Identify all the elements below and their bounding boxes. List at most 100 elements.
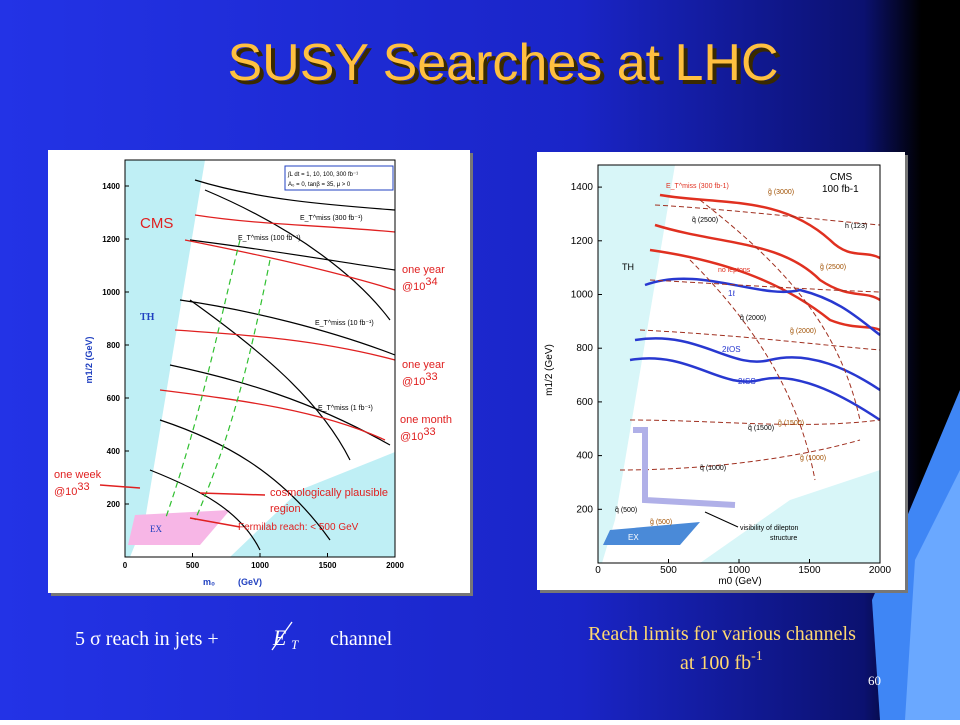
legend-box bbox=[284, 165, 394, 191]
title: SUSY Searches at LHC bbox=[227, 34, 778, 92]
ex-label: EX bbox=[150, 524, 162, 534]
cosmo-fill bbox=[700, 470, 880, 563]
gluino-labels: g̃ (3000) g̃ (2500) g̃ (2000) g̃ (1500) … bbox=[650, 189, 846, 526]
y-tick-label: 1000 bbox=[571, 290, 594, 301]
x-tick-label: 1000 bbox=[728, 565, 751, 576]
y-axis-label: m1/2 (GeV) bbox=[84, 336, 94, 383]
lumi-exp: 33 bbox=[77, 481, 89, 493]
cosmo-label: region bbox=[270, 503, 301, 515]
met-label: E_T^miss (300 fb-1) bbox=[666, 183, 729, 190]
title-shadow: SUSY Searches at LHC bbox=[231, 38, 782, 96]
cosmo-label: cosmologically plausible bbox=[270, 487, 388, 499]
lumi-text: @10 bbox=[402, 376, 425, 388]
squark-label: q̃ (2000) bbox=[740, 315, 766, 322]
x-tick-label: 500 bbox=[660, 565, 677, 576]
y-tick-label: 200 bbox=[576, 504, 593, 515]
dilepton-marker bbox=[633, 427, 736, 508]
y-tick-label: 800 bbox=[576, 343, 593, 354]
red-contours bbox=[649, 193, 881, 332]
left-plot: ∫L dt = 1, 10, 100, 300 fb⁻¹ A₀ = 0, tan… bbox=[48, 150, 473, 596]
gluino-label: g̃ (2500) bbox=[820, 264, 846, 271]
y-tick-label: 400 bbox=[107, 447, 121, 456]
page-number: 60 bbox=[868, 673, 881, 688]
x-axis-unit: (GeV) bbox=[238, 577, 262, 587]
cosmo-fill bbox=[230, 452, 395, 557]
lumi-exp: 34 bbox=[425, 276, 437, 288]
x-tick-label: 1000 bbox=[251, 561, 269, 570]
lumi-label: one year bbox=[402, 359, 445, 371]
gluino-label: g̃ (1500) bbox=[778, 420, 804, 427]
lumi-label: @1033 bbox=[402, 371, 438, 388]
met-label: E_T^miss (100 fb⁻¹) bbox=[238, 235, 301, 242]
squark-labels: q̃ (2500) q̃ (2000) q̃ (1500) q̃ (1000) … bbox=[615, 217, 774, 514]
caption-left: channel bbox=[330, 628, 393, 650]
plot-frame bbox=[48, 150, 470, 593]
two-os: 2ℓOS bbox=[722, 345, 741, 354]
lumi-label: @1033 bbox=[400, 426, 436, 443]
red-contours bbox=[159, 214, 396, 441]
squark-label: q̃ (2500) bbox=[692, 217, 718, 224]
x-tick-label: 1500 bbox=[798, 565, 821, 576]
y-tick-label: 800 bbox=[107, 341, 121, 350]
cms-label: CMS bbox=[140, 215, 173, 232]
met-label: E_T^miss (10 fb⁻¹) bbox=[315, 320, 374, 327]
ex-region bbox=[128, 510, 230, 545]
lumi-text: @10 bbox=[400, 431, 423, 443]
x-tick-label: 500 bbox=[186, 561, 200, 570]
caption-left: 5 σ reach in jets + bbox=[75, 628, 219, 650]
cms-label: CMS bbox=[830, 172, 853, 183]
ex-label: EX bbox=[628, 533, 639, 542]
ex-region bbox=[603, 522, 700, 545]
right-plot: CMS 100 fb-1 TH EX E_T^miss (300 fb-1) n… bbox=[537, 152, 908, 593]
squark-label: q̃ (500) bbox=[615, 507, 638, 514]
y-tick-label: 200 bbox=[107, 500, 121, 509]
gluino-label: g̃ (2000) bbox=[790, 328, 816, 335]
met-slash bbox=[271, 621, 293, 651]
x-tick-label: 0 bbox=[595, 565, 601, 576]
caption-met-sub: T bbox=[291, 637, 299, 652]
lumi-exp: 33 bbox=[425, 371, 437, 383]
lumi-label: @1033 bbox=[54, 481, 90, 498]
y-tick-label: 1000 bbox=[102, 288, 120, 297]
th-label: TH bbox=[140, 312, 155, 323]
legend-text: ∫L dt = 1, 10, 100, 300 fb⁻¹ bbox=[287, 171, 358, 178]
lumi-label: 100 fb-1 bbox=[822, 184, 859, 195]
dashed-contours bbox=[619, 199, 881, 481]
legend-text: A₀ = 0, tanβ = 35, μ > 0 bbox=[288, 182, 351, 188]
dilepton-label: structure bbox=[770, 535, 797, 542]
x-tick-label: 0 bbox=[123, 561, 128, 570]
deco-shape bbox=[905, 470, 960, 720]
y-tick-label: 400 bbox=[576, 451, 593, 462]
lumi-labels: one year @1034 one year @1033 one month … bbox=[54, 264, 452, 533]
arrow bbox=[99, 484, 266, 528]
caption-right: Reach limits for various channels bbox=[588, 623, 856, 645]
lumi-label: one month bbox=[400, 414, 452, 426]
one-lepton: 1ℓ bbox=[728, 289, 735, 298]
met-label: E_T^miss (300 fb⁻¹) bbox=[300, 215, 363, 222]
th-region bbox=[125, 160, 205, 557]
y-tick-label: 1400 bbox=[102, 182, 120, 191]
met-label: E_T^miss (1 fb⁻¹) bbox=[318, 405, 373, 412]
squark-label: q̃ (1500) bbox=[748, 425, 774, 432]
gluino-label: g̃ (3000) bbox=[768, 189, 794, 196]
x-tick-label: 2000 bbox=[869, 565, 892, 576]
caption-right: at 100 fb-1 bbox=[680, 649, 763, 674]
y-tick-label: 1400 bbox=[571, 182, 594, 193]
x-axis-label: m₀ bbox=[203, 577, 215, 587]
caption-right-sup: -1 bbox=[751, 649, 763, 664]
fermilab-label: Fermilab reach: < 500 GeV bbox=[238, 522, 359, 533]
lumi-exp: 33 bbox=[423, 426, 435, 438]
lumi-text: @10 bbox=[54, 486, 77, 498]
higgs-label: h (123) bbox=[845, 223, 867, 230]
caption-right-text: at 100 fb bbox=[680, 652, 751, 674]
x-tick-label: 2000 bbox=[386, 561, 404, 570]
green-contours bbox=[164, 239, 271, 521]
gluino-label: g̃ (1000) bbox=[800, 455, 826, 462]
y-axis-label: m1/2 (GeV) bbox=[544, 344, 555, 396]
y-tick-label: 600 bbox=[107, 394, 121, 403]
lumi-text: @10 bbox=[402, 281, 425, 293]
lumi-label: one year bbox=[402, 264, 445, 276]
y-tick-label: 1200 bbox=[102, 235, 120, 244]
